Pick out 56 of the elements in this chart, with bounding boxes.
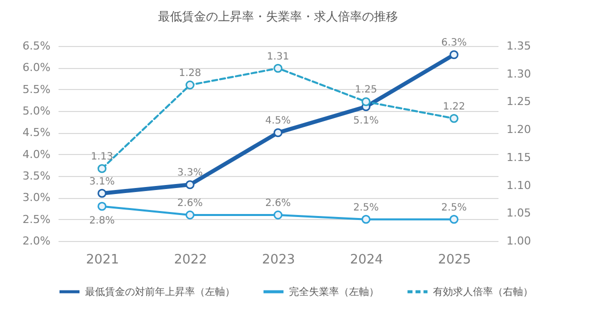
x-tick-label: 2025 xyxy=(438,252,472,268)
y-tick-label: 5.0% xyxy=(22,104,50,118)
point xyxy=(186,180,194,190)
legend-label: 最低賃金の対前年上昇率（左軸） xyxy=(85,286,235,298)
data-label: 2.6% xyxy=(265,198,291,209)
point xyxy=(450,50,458,60)
point xyxy=(186,210,194,220)
y2-tick-label: 1.00 xyxy=(506,234,531,248)
y-tick-label: 6.5% xyxy=(22,40,50,52)
point xyxy=(98,188,106,198)
data-label: 5.1% xyxy=(353,116,379,127)
y-tick-label: 5.5% xyxy=(22,82,50,96)
chart-title: 最低賃金の上昇率・失業率・求人倍率の推移 xyxy=(158,10,398,24)
y-tick-label: 3.0% xyxy=(22,191,50,204)
x-tick-label: 2021 xyxy=(86,252,120,268)
data-label: 2.8% xyxy=(89,215,115,226)
y2-tick-label: 1.10 xyxy=(506,178,531,192)
point xyxy=(274,128,282,138)
y2-tick-label: 1.15 xyxy=(506,150,531,164)
data-label: 4.5% xyxy=(265,116,291,127)
data-label: 1.25 xyxy=(354,84,378,96)
y-tick-label: 2.0% xyxy=(22,234,50,248)
point xyxy=(186,80,194,90)
y-tick-label: 6.0% xyxy=(22,61,50,74)
point xyxy=(450,114,458,123)
data-label: 3.1% xyxy=(89,176,115,188)
y-tick-label: 3.5% xyxy=(22,170,50,182)
x-tick-label: 2024 xyxy=(350,252,384,268)
data-label: 2.5% xyxy=(353,202,379,214)
data-label: 1.22 xyxy=(442,101,466,112)
data-label: 6.3% xyxy=(441,38,467,49)
y2-tick-label: 1.05 xyxy=(506,206,531,220)
x-tick-label: 2022 xyxy=(174,252,208,268)
data-label: 1.13 xyxy=(90,152,114,163)
point xyxy=(274,210,282,220)
data-label: 1.28 xyxy=(178,68,202,79)
y-tick-label: 2.5% xyxy=(22,212,50,226)
point xyxy=(362,214,370,224)
y-tick-label: 4.5% xyxy=(22,126,50,140)
point xyxy=(362,97,370,106)
point xyxy=(274,64,282,73)
point xyxy=(98,164,106,174)
data-label: 2.5% xyxy=(441,202,467,214)
data-label: 2.6% xyxy=(177,198,203,209)
y2-tick-label: 1.35 xyxy=(506,40,531,52)
y-tick-label: 4.0% xyxy=(22,148,50,161)
point xyxy=(450,214,458,224)
legend-label: 完全失業率（左軸） xyxy=(289,286,379,298)
y2-tick-label: 1.20 xyxy=(506,123,531,136)
data-label: 3.3% xyxy=(177,168,203,179)
y2-tick-label: 1.30 xyxy=(506,67,531,80)
point xyxy=(98,202,106,211)
data-label: 1.31 xyxy=(266,51,290,62)
x-tick-label: 2023 xyxy=(262,252,296,268)
y2-tick-label: 1.25 xyxy=(506,95,531,108)
legend-label: 有効求人倍率（右軸） xyxy=(433,286,533,298)
